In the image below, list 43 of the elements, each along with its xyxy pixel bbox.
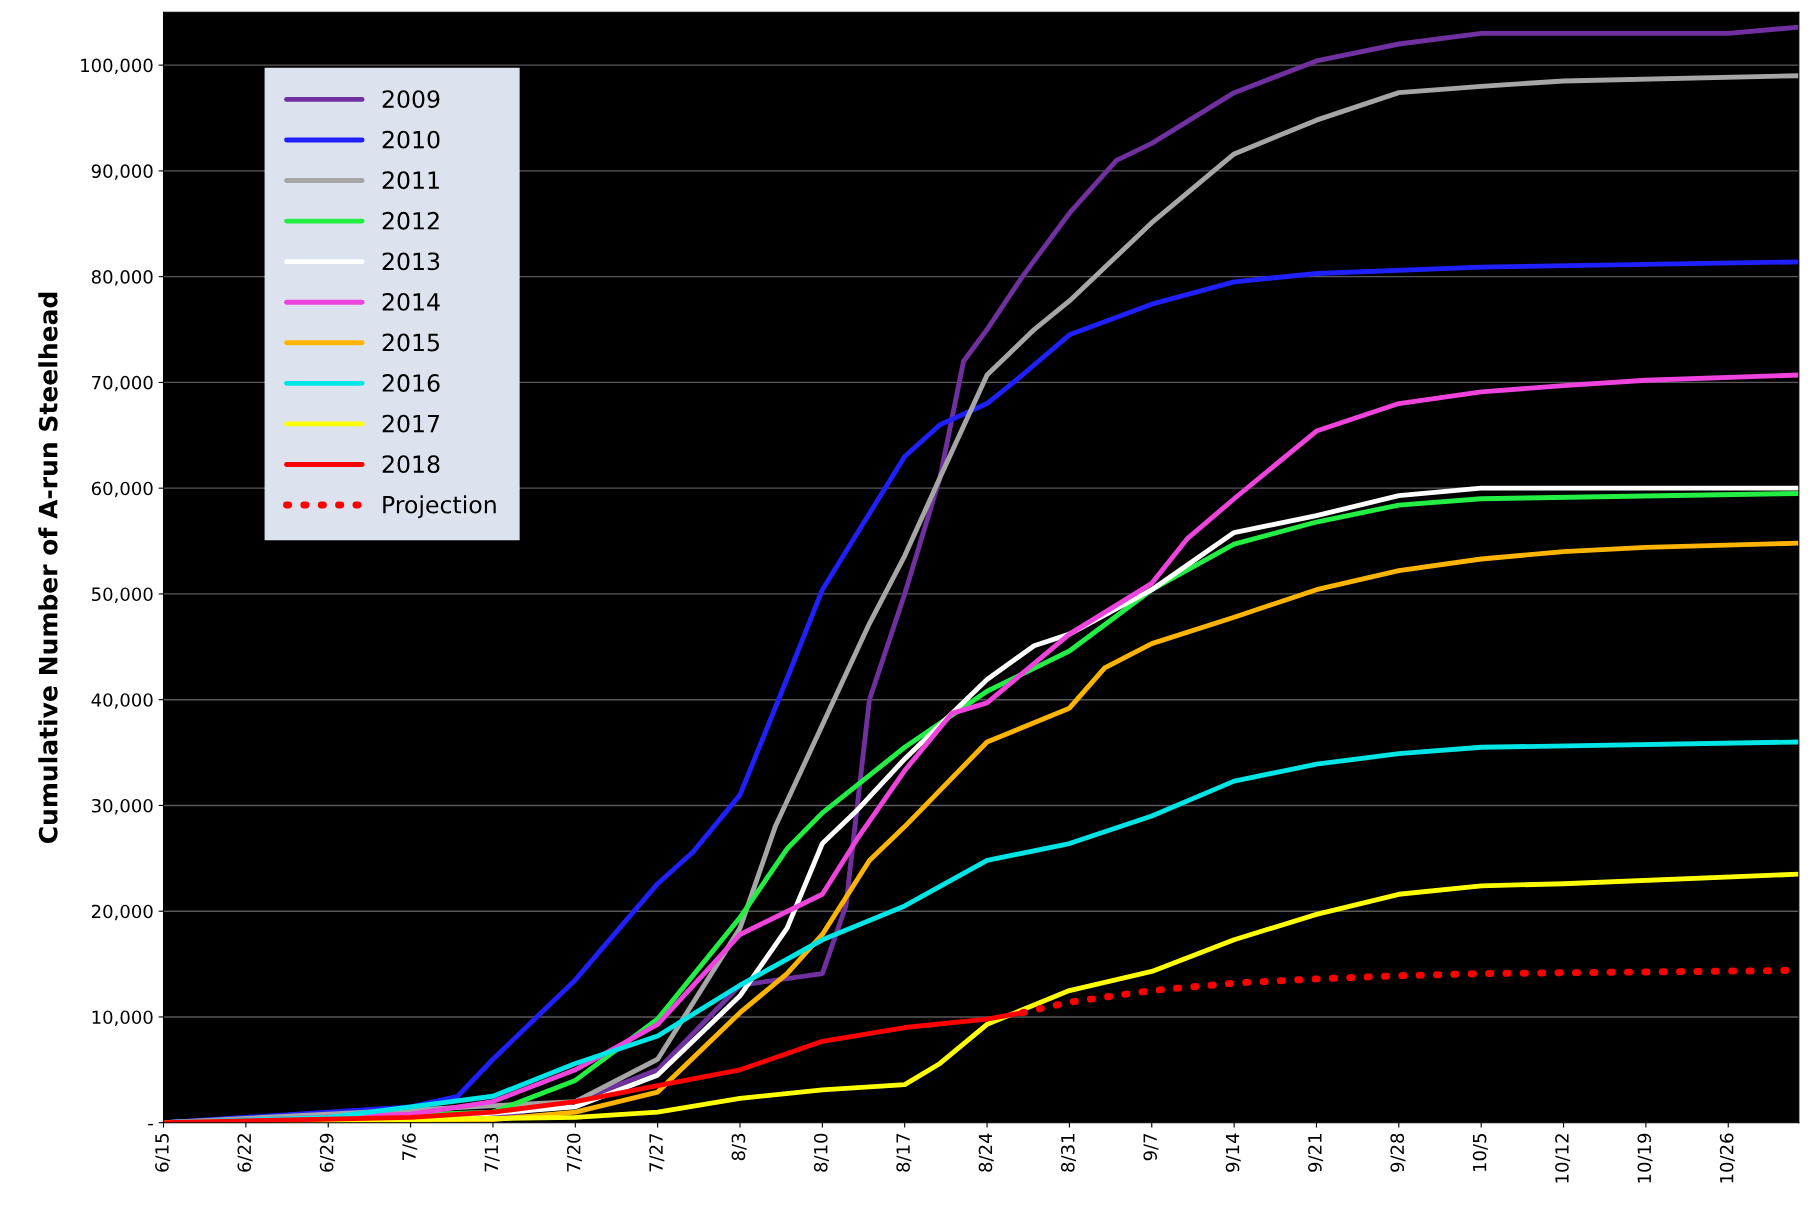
y-tick-label: 30,000	[92, 798, 153, 815]
y-tick-label: 80,000	[91, 270, 153, 286]
x-tick-label: 6/22	[237, 1134, 253, 1172]
x-tick-label: 9/28	[1390, 1133, 1406, 1172]
x-tick-label: 6/29	[319, 1133, 335, 1172]
y-axis-title: Cumulative Number of A-run Steelhead	[38, 292, 58, 844]
x-tick-label: 8/24	[978, 1133, 994, 1172]
legend-label: 2018	[382, 455, 440, 474]
legend-label: 2010	[382, 130, 440, 149]
x-tick-label: 7/6	[402, 1133, 418, 1160]
x-tick-label: 9/14	[1225, 1133, 1241, 1172]
legend-label: 2017	[382, 414, 440, 433]
x-tick-label: 9/7	[1143, 1133, 1159, 1161]
x-tick-label: 7/27	[649, 1133, 665, 1172]
legend-label: 2011	[382, 171, 439, 190]
x-tick-label: 8/17	[896, 1133, 912, 1172]
x-tick-label: 10/5	[1472, 1134, 1488, 1171]
legend-label: 2009	[382, 90, 440, 109]
legend-label: 2014	[382, 292, 440, 311]
y-tick-label: 60,000	[91, 481, 153, 498]
legend-label: Projection	[383, 495, 496, 519]
y-tick-label: 40,000	[91, 693, 153, 709]
legend-label: 2016	[382, 374, 440, 392]
x-tick-label: 6/15	[155, 1134, 171, 1172]
y-tick-label: 90,000	[91, 164, 153, 180]
y-tick-label: 50,000	[92, 587, 153, 603]
y-tick-label: 100,000	[81, 58, 153, 75]
x-tick-label: 10/12	[1555, 1134, 1571, 1183]
x-tick-label: 8/10	[813, 1133, 830, 1172]
legend-label: 2015	[382, 333, 439, 352]
x-tick-label: 8/31	[1061, 1134, 1077, 1172]
legend-label: 2012	[382, 211, 439, 230]
x-tick-label: 9/21	[1308, 1134, 1324, 1172]
y-tick-label: 70,000	[92, 375, 153, 392]
y-tick-label: -	[148, 1123, 153, 1126]
legend-label: 2013	[382, 252, 440, 271]
x-tick-label: 10/19	[1637, 1133, 1653, 1183]
x-tick-label: 8/3	[731, 1133, 747, 1161]
x-tick-label: 10/26	[1719, 1133, 1735, 1183]
y-tick-label: 20,000	[91, 904, 153, 921]
x-tick-label: 7/20	[566, 1133, 582, 1172]
x-tick-label: 7/13	[484, 1133, 500, 1172]
y-tick-label: 10,000	[92, 1010, 153, 1026]
